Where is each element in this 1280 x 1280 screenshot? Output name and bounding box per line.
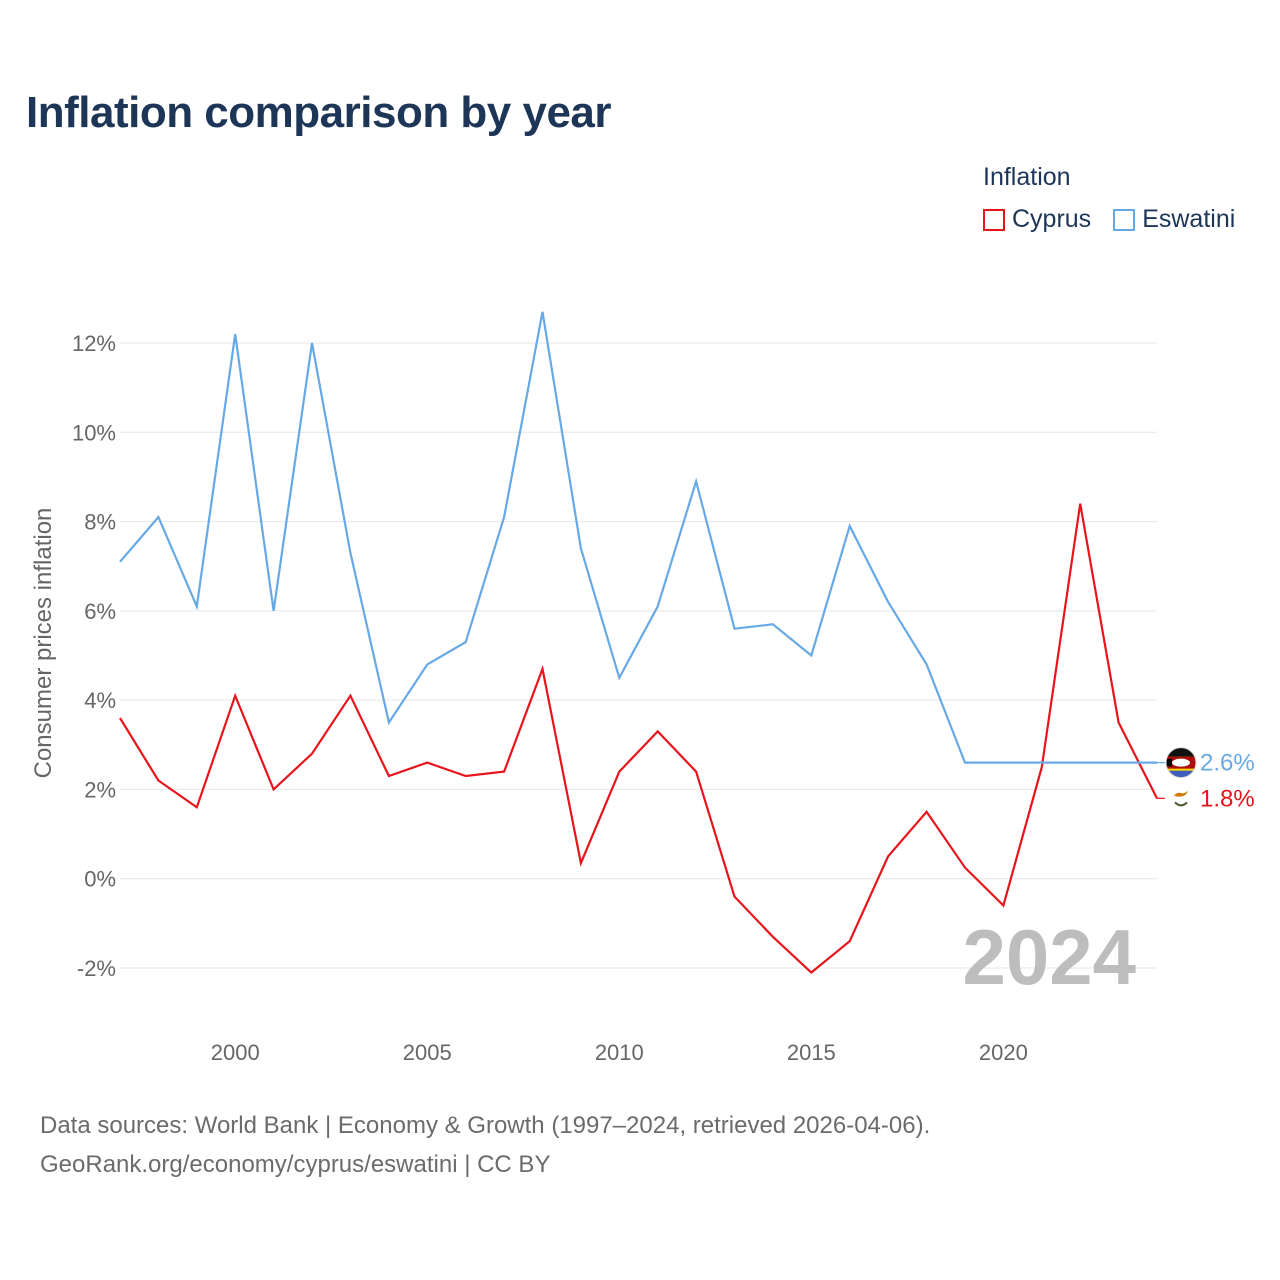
chart-title: Inflation comparison by year bbox=[26, 88, 612, 137]
legend-item-cyprus[interactable]: Cyprus bbox=[983, 205, 1091, 234]
footer-link[interactable]: GeoRank.org/economy/cyprus/eswatini | CC… bbox=[40, 1151, 551, 1178]
end-label-eswatini: 2.6% bbox=[1200, 750, 1255, 777]
legend: Cyprus Eswatini bbox=[983, 205, 1235, 234]
y-tick-label: 0% bbox=[84, 867, 116, 892]
y-axis-ticks: -2% 0% 2% 4% 6% 8% 10% 12% bbox=[72, 331, 116, 981]
x-axis-ticks: 2000 2005 2010 2015 2020 bbox=[211, 1040, 1028, 1065]
y-tick-label: 6% bbox=[84, 599, 116, 624]
y-axis-label: Consumer prices inflation bbox=[30, 508, 57, 779]
legend-swatch-cyprus bbox=[983, 208, 1005, 231]
legend-label-cyprus: Cyprus bbox=[1012, 205, 1092, 233]
legend-title: Inflation bbox=[983, 163, 1071, 191]
footer-source: Data sources: World Bank | Economy & Gro… bbox=[40, 1112, 931, 1139]
y-tick-label: 4% bbox=[84, 688, 116, 713]
legend-label-eswatini: Eswatini bbox=[1142, 205, 1236, 233]
x-tick-label: 2000 bbox=[211, 1040, 260, 1065]
y-tick-label: 8% bbox=[84, 510, 116, 535]
footer: Data sources: World Bank | Economy & Gro… bbox=[40, 1106, 930, 1184]
x-tick-label: 2020 bbox=[979, 1040, 1028, 1065]
x-tick-label: 2015 bbox=[787, 1040, 836, 1065]
y-tick-label: 12% bbox=[72, 331, 116, 356]
end-label-cyprus: 1.8% bbox=[1200, 785, 1255, 812]
x-tick-label: 2010 bbox=[595, 1040, 644, 1065]
year-watermark: 2024 bbox=[962, 913, 1136, 1001]
end-labels: 2.6% 1.8% bbox=[1157, 747, 1255, 814]
cyprus-flag-icon bbox=[1166, 783, 1196, 814]
grid bbox=[120, 342, 1157, 969]
legend-item-eswatini[interactable]: Eswatini bbox=[1113, 205, 1235, 234]
legend-swatch-eswatini bbox=[1113, 208, 1136, 231]
x-tick-label: 2005 bbox=[403, 1040, 452, 1065]
series-line-cyprus[interactable] bbox=[119, 503, 1158, 974]
line-chart: -2% 0% 2% 4% 6% 8% 10% 12% 2000 2005 2010 2015 2020… bbox=[30, 311, 1255, 1065]
y-tick-label: -2% bbox=[77, 956, 116, 981]
series-line-eswatini[interactable] bbox=[119, 311, 1157, 764]
series-group bbox=[119, 311, 1158, 974]
y-tick-label: 2% bbox=[84, 777, 116, 802]
eswatini-flag-icon bbox=[1165, 747, 1197, 779]
y-tick-label: 10% bbox=[72, 420, 116, 445]
